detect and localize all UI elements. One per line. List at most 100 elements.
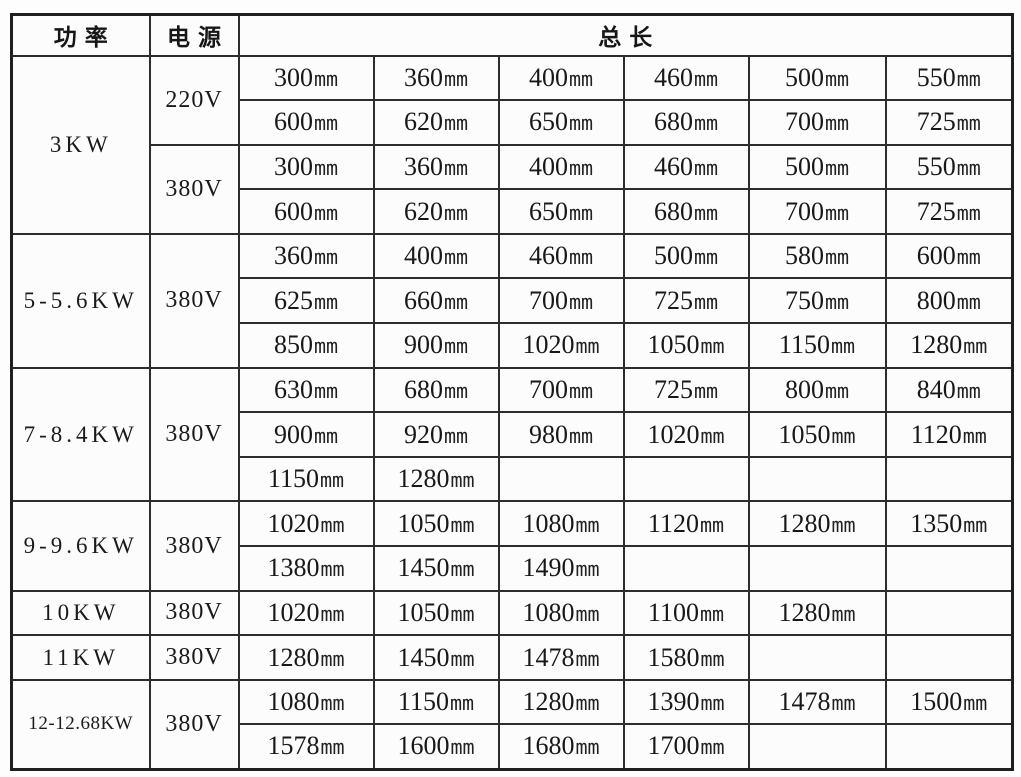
length-unit: mm [313, 423, 339, 448]
length-value: 360 [403, 62, 443, 92]
length-unit: mm [568, 245, 594, 270]
length-cell: 725mm [622, 366, 750, 414]
length-value: 700 [528, 285, 568, 315]
length-unit: mm [313, 155, 339, 180]
table-row: 12-12.68KW 380V 1080mm 1150mm 1280mm 1390mm 14… [10, 678, 1014, 771]
length-value: 680 [403, 374, 443, 404]
length-unit: mm [831, 512, 856, 537]
length-value: 900 [273, 419, 313, 449]
power-cell: 5-5.6KW [10, 232, 151, 369]
table-row: 600mm 620mm 650mm 680mm 700mm 725mm [12, 188, 1014, 235]
length-unit: mm [831, 691, 856, 716]
length-value: 1350 [910, 508, 963, 538]
voltage-cell: 380V [148, 500, 240, 592]
length-cell: 1120mm [884, 411, 1014, 458]
length-cell: 360mm [237, 232, 375, 280]
length-cell: 1020mm [237, 589, 375, 637]
length-unit: mm [443, 378, 469, 403]
length-unit: mm [450, 646, 475, 671]
length-unit: mm [956, 378, 981, 403]
length-value: 1280 [910, 330, 963, 360]
length-value: 1020 [647, 419, 700, 449]
length-unit: mm [443, 200, 469, 225]
length-value: 725 [916, 196, 956, 226]
length-value: 680 [653, 196, 693, 226]
length-value: 1080 [522, 508, 575, 538]
length-value: 1020 [522, 330, 575, 360]
length-value: 725 [653, 374, 693, 404]
length-cell: 1020mm [497, 322, 625, 369]
length-unit: mm [700, 423, 725, 448]
length-value: 1150 [397, 687, 449, 717]
length-cell: 500mm [622, 232, 750, 280]
length-value: 750 [784, 285, 824, 315]
length-value: 300 [273, 151, 313, 181]
length-cell: 460mm [622, 54, 750, 102]
length-unit: mm [693, 200, 719, 225]
power-cell: 12-12.68KW [10, 678, 151, 771]
length-cell: 1050mm [622, 322, 750, 369]
length-unit: mm [824, 378, 850, 403]
length-value: 600 [273, 196, 313, 226]
length-cell: 580mm [747, 232, 887, 280]
empty-cell [884, 634, 1014, 681]
voltage-cell: 380V [148, 589, 240, 637]
length-unit: mm [450, 735, 475, 760]
length-value: 1080 [522, 597, 575, 627]
voltage-cell: 380V [148, 143, 240, 235]
empty-cell [747, 723, 887, 770]
length-cell: 1150mm [747, 322, 887, 369]
length-value: 1478 [522, 642, 575, 672]
length-value: 550 [916, 62, 956, 92]
length-value: 1390 [647, 687, 700, 717]
length-cell: 700mm [747, 188, 887, 235]
empty-cell [884, 545, 1014, 592]
length-unit: mm [699, 601, 725, 626]
length-unit: mm [313, 378, 339, 403]
length-cell: 460mm [497, 232, 625, 280]
length-unit: mm [443, 334, 469, 359]
length-unit: mm [575, 646, 600, 671]
length-value: 620 [403, 107, 443, 137]
empty-cell [747, 634, 887, 681]
voltage-cell: 380V [148, 366, 240, 503]
length-cell: 1680mm [497, 723, 625, 770]
length-value: 920 [403, 419, 443, 449]
length-cell: 700mm [497, 366, 625, 414]
length-value: 400 [528, 151, 568, 181]
length-unit: mm [575, 691, 600, 716]
length-cell: 300mm [237, 143, 375, 191]
length-value: 1100 [647, 597, 699, 627]
empty-cell [622, 545, 750, 592]
length-cell: 600mm [237, 99, 375, 146]
length-value: 1680 [522, 731, 575, 761]
table-row: 625mm 660mm 700mm 725mm 750mm 800mm [12, 277, 1014, 325]
length-cell: 1390mm [622, 678, 750, 726]
table-row: 380V 300mm 360mm 400mm 460mm 500mm 550mm [12, 143, 1014, 235]
table-row: 1380mm 1450mm 1490mm [12, 545, 1014, 592]
length-unit: mm [956, 245, 981, 270]
length-cell: 300mm [237, 54, 375, 102]
length-value: 1280 [778, 597, 831, 627]
length-unit: mm [824, 111, 850, 136]
length-unit: mm [443, 111, 469, 136]
length-cell: 1450mm [372, 545, 500, 592]
length-value: 1478 [778, 687, 831, 717]
length-cell: 980mm [497, 411, 625, 458]
spec-table-body: 3KW 220V 300mm 360mm 400mm 460mm 500mm 550mm 600… [10, 54, 1014, 771]
length-value: 700 [784, 196, 824, 226]
table-row: 1578mm 1600mm 1680mm 1700mm [12, 723, 1014, 770]
length-cell: 1020mm [237, 500, 375, 548]
length-unit: mm [831, 423, 856, 448]
length-value: 1280 [397, 464, 450, 494]
length-value: 1450 [397, 553, 450, 583]
length-unit: mm [320, 646, 345, 671]
length-cell: 920mm [372, 411, 500, 458]
length-value: 1150 [778, 330, 830, 360]
length-cell: 1280mm [372, 455, 500, 503]
length-value: 700 [528, 374, 568, 404]
length-value: 650 [528, 196, 568, 226]
length-value: 700 [784, 107, 824, 137]
length-cell: 1280mm [497, 678, 625, 726]
